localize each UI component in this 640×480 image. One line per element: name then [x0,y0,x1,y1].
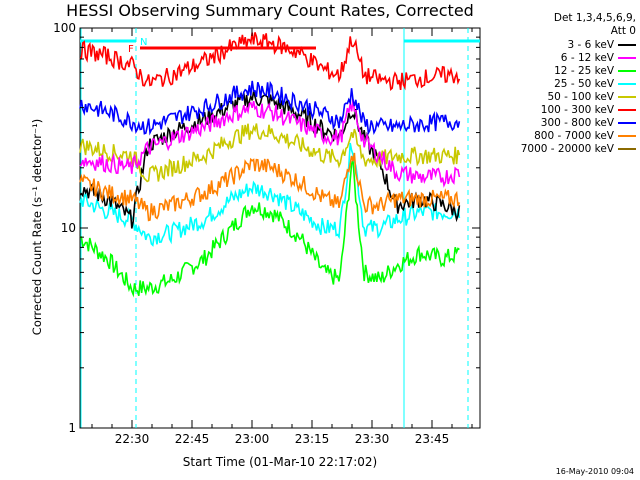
x-tick-label-5: 23:45 [415,432,450,446]
legend-entry: 3 - 6 keV [484,38,636,51]
legend-swatch [618,147,636,150]
legend-header-line-1: Det 1,3,4,5,6,9, [553,12,636,24]
legend-swatch [618,43,636,46]
legend-swatch [618,121,636,124]
x-tick-label-1: 22:45 [175,432,210,446]
legend-entry: 7000 - 20000 keV [484,142,636,155]
legend-header-line-2: Att 0 [610,25,636,37]
x-tick-label-4: 23:30 [355,432,390,446]
legend-entry: 12 - 25 keV [484,64,636,77]
legend-label: 100 - 300 keV [540,103,614,116]
axes-layer: 1 10 100 22:30 22:45 23:00 23:15 23:30 23:45 [53,21,480,446]
series-line-12-25keV [79,159,460,298]
plot-frame [79,27,481,429]
legend-label: 300 - 800 keV [540,116,614,129]
legend-swatch [618,82,636,85]
annotation-N: N [140,37,147,48]
legend-entry: 300 - 800 keV [484,116,636,129]
legend-label: 12 - 25 keV [554,64,614,77]
legend-label: 6 - 12 keV [560,51,614,64]
legend-swatch [618,108,636,111]
chart-title: HESSI Observing Summary Count Rates, Cor… [66,1,474,20]
y-axis-label: Corrected Count Rate (s⁻¹ detector⁻¹) [30,118,44,336]
series-line-6-12keV [79,99,461,188]
y-tick-label-1: 10 [61,221,76,235]
legend-label: 7000 - 20000 keV [520,142,614,155]
series-layer [79,32,461,298]
y-tick-label-2: 100 [53,21,76,35]
series-line-50-100keV [79,123,461,183]
series-line-100-300keV [79,32,461,92]
legend-label: 3 - 6 keV [567,38,614,51]
legend: Det 1,3,4,5,6,9, Att 0 3 - 6 keV 6 - 12 k… [484,12,636,155]
legend-entry: 50 - 100 keV [484,90,636,103]
series-line-800-7000keV [79,152,461,222]
x-tick-label-0: 22:30 [115,432,150,446]
series-line-300-800keV [79,80,461,136]
legend-entry: 100 - 300 keV [484,103,636,116]
legend-swatch [618,69,636,72]
x-tick-label-3: 23:15 [295,432,330,446]
legend-entry: 800 - 7000 keV [484,129,636,142]
legend-label: 50 - 100 keV [547,90,614,103]
annotation-F: F [128,44,134,55]
legend-swatch [618,56,636,59]
legend-swatch [618,95,636,98]
x-tick-label-2: 23:00 [235,432,270,446]
legend-label: 25 - 50 keV [554,77,614,90]
legend-swatch [618,134,636,137]
legend-entry: 25 - 50 keV [484,77,636,90]
legend-entry: 6 - 12 keV [484,51,636,64]
x-axis-label: Start Time (01-Mar-10 22:17:02) [182,455,378,469]
y-tick-label-0: 1 [68,421,76,435]
bars-layer: NF [80,28,480,428]
series-line-25-50keV [79,142,461,247]
timestamp-footer: 16-May-2010 09:04 [555,467,634,476]
legend-label: 800 - 7000 keV [534,129,614,142]
